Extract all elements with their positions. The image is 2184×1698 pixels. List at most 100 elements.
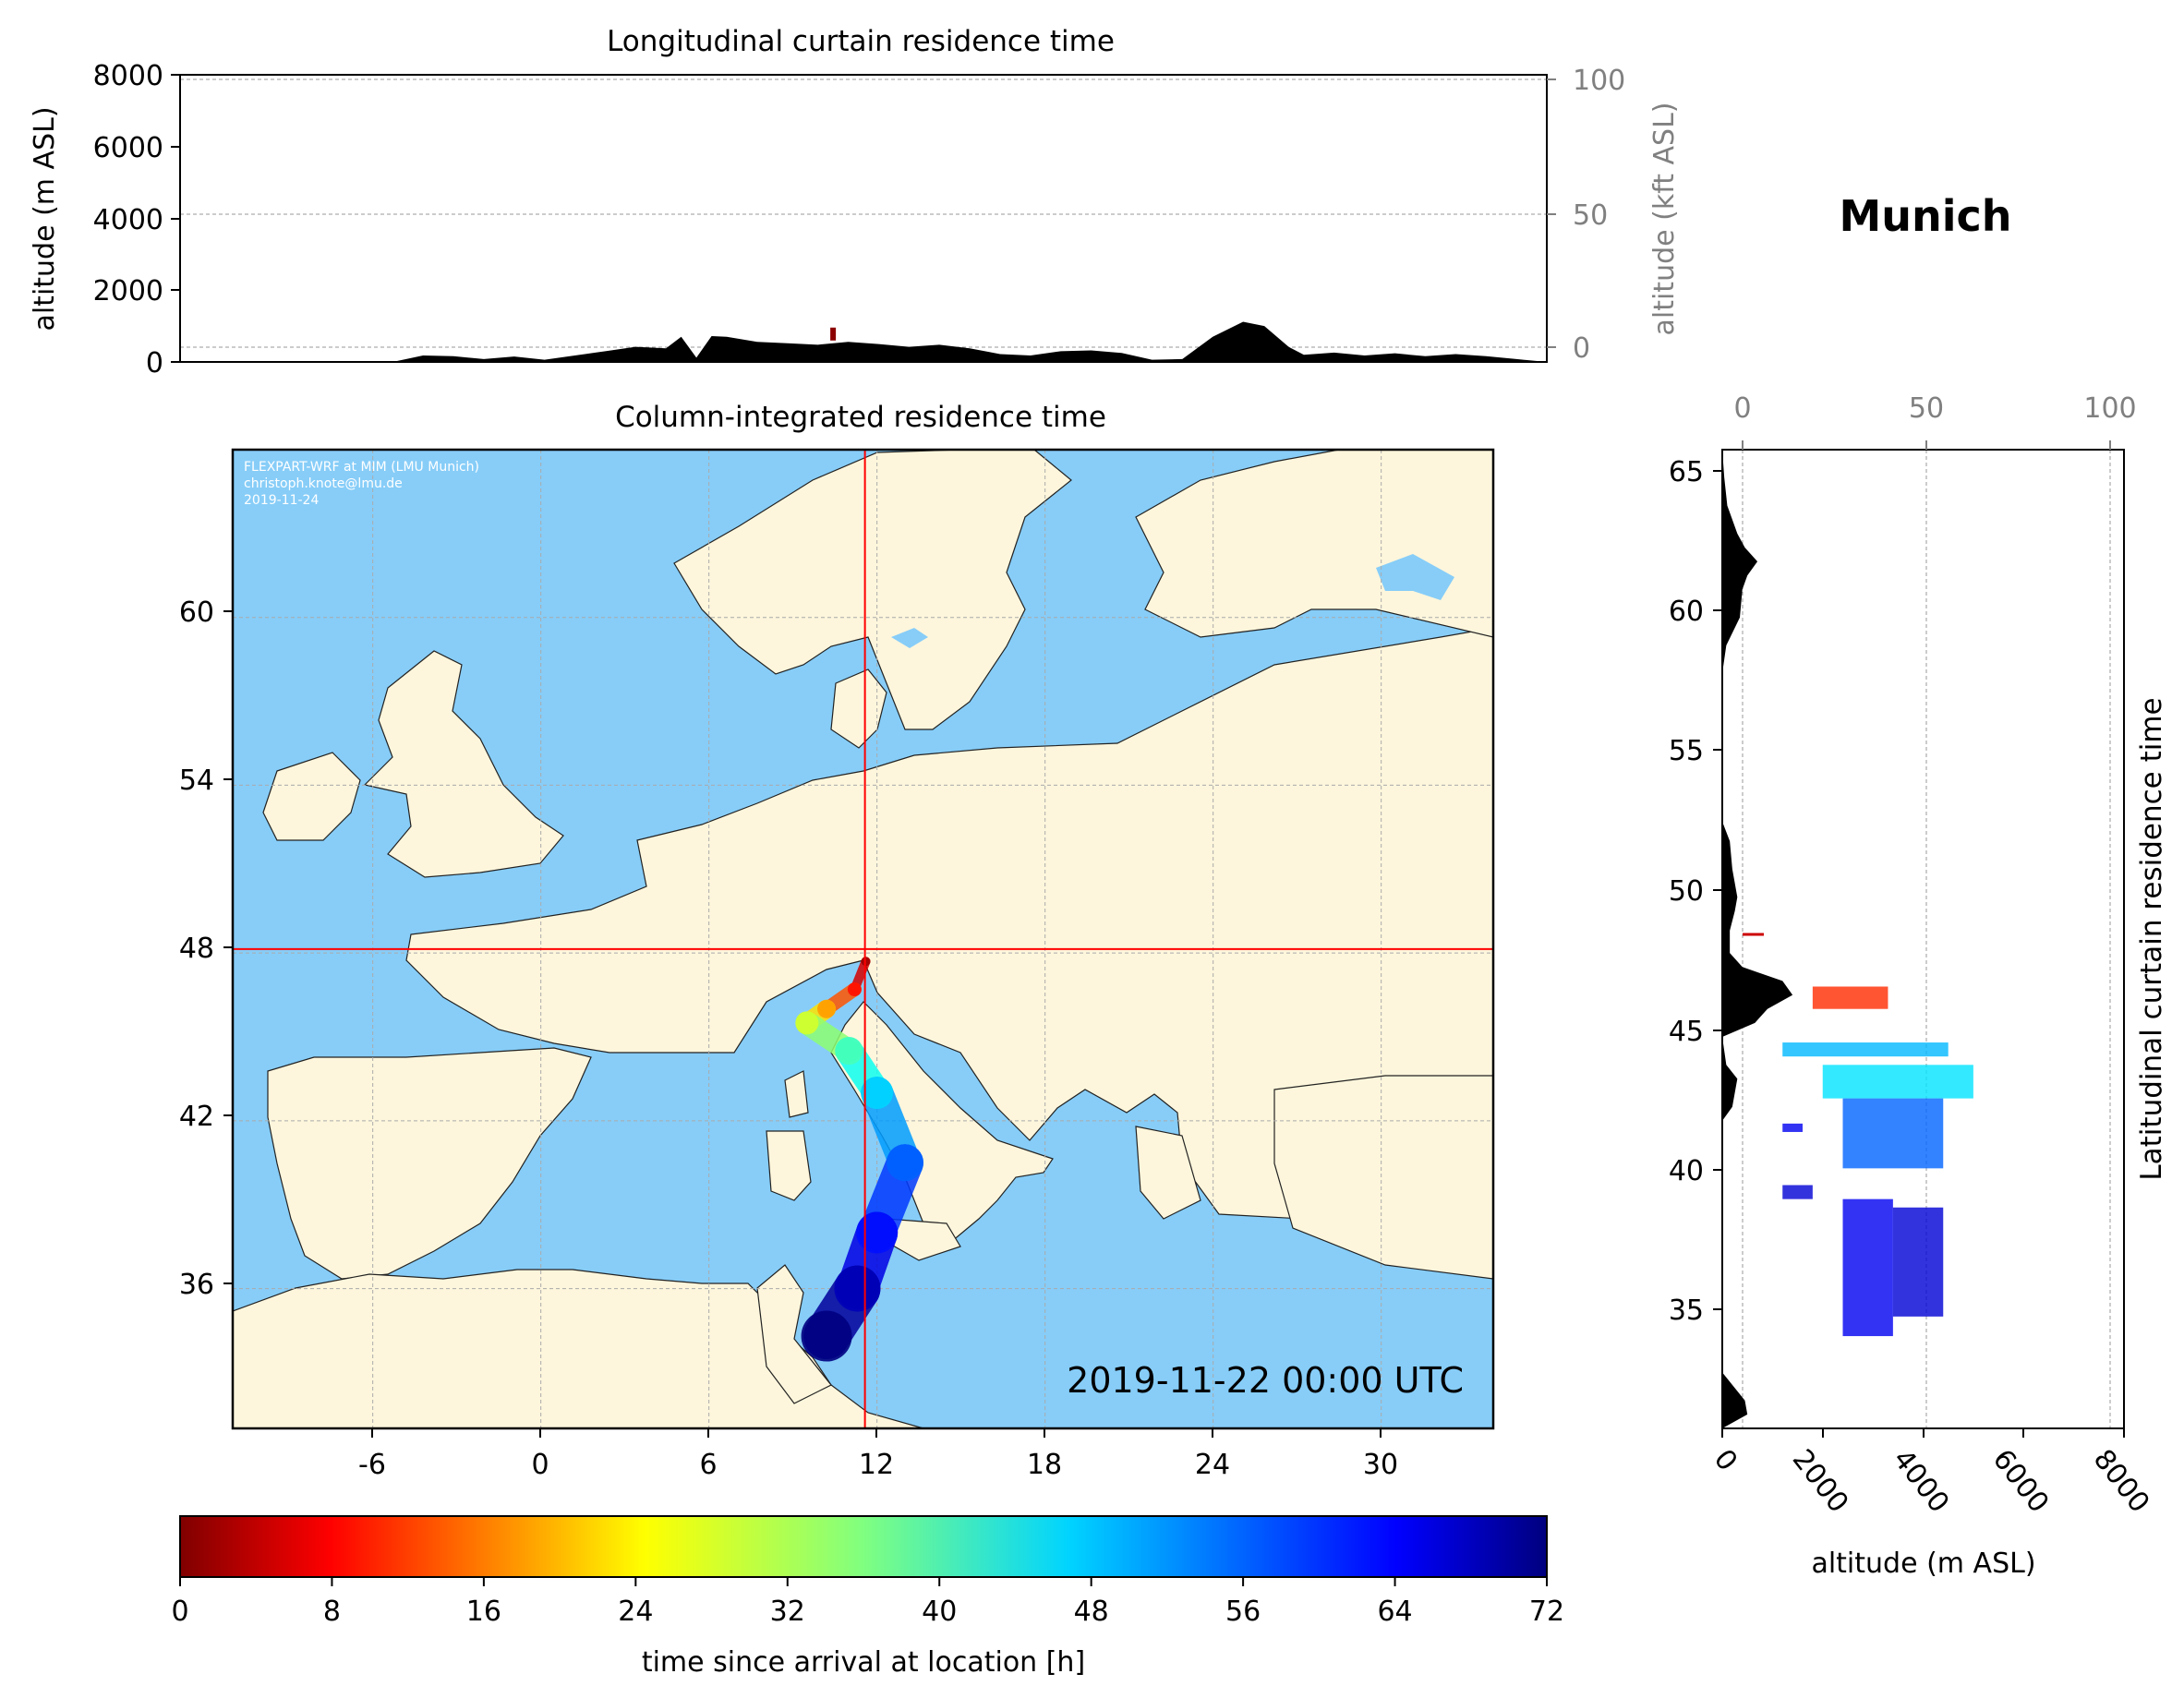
map-ytick-48: 48 xyxy=(179,933,214,965)
latitudinal-curtain-panel: 35 40 45 50 55 60 65 0 50 100 0 2000 400… xyxy=(1669,392,2168,1580)
map-xtick-18: 18 xyxy=(1027,1449,1062,1481)
latitudinal-y-ticks: 35 40 45 50 55 60 65 xyxy=(1669,456,1722,1327)
lat-xtick-4000: 4000 xyxy=(1887,1443,1956,1519)
colorbar-tick-label-4: 32 xyxy=(770,1596,805,1628)
colorbar-ticks: 0 8 16 24 32 40 48 56 64 72 xyxy=(171,1577,1564,1628)
latitudinal-terrain-area xyxy=(1722,450,1793,1428)
map-ytick-60: 60 xyxy=(179,596,214,629)
trajectory-point-8 xyxy=(834,1265,881,1312)
colorbar-tick-label-7: 56 xyxy=(1225,1596,1261,1628)
map-grid xyxy=(233,450,1493,1428)
lat-ytick-60: 60 xyxy=(1669,596,1704,628)
colorbar-tick-label-1: 8 xyxy=(323,1596,341,1628)
lat-xtick-top-100: 100 xyxy=(2083,392,2136,425)
longitudinal-curtain-panel: Longitudinal curtain residence time 0 20… xyxy=(29,25,1681,379)
colorbar: 0 8 16 24 32 40 48 56 64 72 time since arrival at… xyxy=(171,1515,1564,1679)
land-turkey xyxy=(1273,1075,1493,1280)
trajectory-point-1 xyxy=(847,982,862,997)
land-ireland xyxy=(262,752,361,841)
latitudinal-residence-blocks xyxy=(1782,986,1973,1337)
lat-residence-block-2 xyxy=(1822,1065,1973,1099)
trajectory-point-4 xyxy=(835,1037,863,1066)
trajectory-point-5 xyxy=(861,1077,894,1110)
lat-xtick-top-50: 50 xyxy=(1909,392,1944,425)
land-iberia xyxy=(267,1047,592,1280)
lat-residence-block-0 xyxy=(1812,986,1888,1009)
colorbar-tick-label-6: 48 xyxy=(1074,1596,1109,1628)
lake-vanern xyxy=(891,628,928,648)
land-sardinia xyxy=(766,1130,812,1201)
land-norway-sweden xyxy=(673,450,1072,730)
longitudinal-plot-frame xyxy=(179,74,1548,363)
map-ytick-54: 54 xyxy=(179,765,214,797)
column-map-panel: Column-integrated residence time xyxy=(179,401,1495,1481)
lat-ytick-35: 35 xyxy=(1669,1295,1704,1327)
lat-ytick-40: 40 xyxy=(1669,1155,1704,1187)
long-ytick-right-100: 100 xyxy=(1573,65,1625,97)
trajectory-point-3 xyxy=(795,1011,819,1035)
colorbar-tick-label-0: 0 xyxy=(171,1596,188,1628)
trajectory-point-6 xyxy=(887,1144,923,1182)
colorbar-tick-label-8: 64 xyxy=(1377,1596,1412,1628)
longitudinal-y-ticks: 0 2000 4000 6000 8000 xyxy=(93,60,180,379)
credit-line-2: christoph.knote@lmu.de xyxy=(244,476,403,491)
long-ytick-6000: 6000 xyxy=(93,132,163,164)
longitudinal-residence-markers xyxy=(830,327,837,341)
latitudinal-xlabel: altitude (m ASL) xyxy=(1811,1547,2035,1580)
lat-ytick-65: 65 xyxy=(1669,456,1704,488)
lat-ytick-50: 50 xyxy=(1669,875,1704,908)
lat-residence-block-1 xyxy=(1782,1042,1949,1057)
lat-residence-block-4 xyxy=(1842,1198,1893,1337)
map-timestamp: 2019-11-22 00:00 UTC xyxy=(1067,1360,1464,1401)
land-corsica xyxy=(784,1070,809,1118)
lat-xtick-top-0: 0 xyxy=(1733,392,1751,425)
credit-line-1: FLEXPART-WRF at MIM (LMU Munich) xyxy=(244,460,479,475)
colorbar-tick-label-3: 24 xyxy=(618,1596,653,1628)
latitudinal-top-ticks: 0 50 100 xyxy=(1733,392,2137,450)
long-ytick-right-0: 0 xyxy=(1573,332,1590,365)
map-xtick-m6: -6 xyxy=(358,1449,386,1481)
long-ytick-0: 0 xyxy=(146,347,163,379)
longitudinal-ylabel: altitude (m ASL) xyxy=(29,106,61,331)
lat-xtick-0: 0 xyxy=(1707,1443,1744,1477)
credit-line-3: 2019-11-24 xyxy=(244,493,319,508)
map-y-ticks: 36 42 48 54 60 xyxy=(179,596,233,1301)
long-ytick-2000: 2000 xyxy=(93,275,163,307)
column-title: Column-integrated residence time xyxy=(615,401,1106,434)
figure-title: Munich xyxy=(1839,191,2011,241)
lat-residence-block-7 xyxy=(1782,1123,1803,1132)
lat-residence-block-5 xyxy=(1892,1207,1944,1317)
colorbar-tick-label-9: 72 xyxy=(1529,1596,1564,1628)
longitudinal-ylabel-right: altitude (kft ASL) xyxy=(1648,102,1681,335)
long-marker-0 xyxy=(830,327,837,341)
land-britain xyxy=(363,650,564,878)
lat-residence-block-6 xyxy=(1782,1185,1813,1199)
long-ytick-8000: 8000 xyxy=(93,60,163,92)
map-frame xyxy=(231,448,1495,1430)
lat-ytick-45: 45 xyxy=(1669,1016,1704,1048)
colorbar-gradient xyxy=(179,1515,1548,1578)
map-ytick-42: 42 xyxy=(179,1101,214,1133)
land-greece xyxy=(1135,1126,1201,1220)
map-xtick-30: 30 xyxy=(1363,1449,1398,1481)
latitudinal-x-ticks: 0 2000 4000 6000 8000 xyxy=(1707,1428,2156,1519)
lat-ytick-55: 55 xyxy=(1669,735,1704,767)
map-area xyxy=(233,450,1493,1428)
longitudinal-y-right-ticks: 0 50 100 xyxy=(1547,65,1625,365)
map-xtick-0: 0 xyxy=(531,1449,549,1481)
lat-xtick-6000: 6000 xyxy=(1986,1443,2056,1519)
lat-xtick-2000: 2000 xyxy=(1786,1443,1855,1519)
land-tunisia xyxy=(756,1264,832,1404)
colorbar-tick-label-2: 16 xyxy=(466,1596,501,1628)
trajectory-point-9 xyxy=(801,1310,852,1362)
longitudinal-terrain-area xyxy=(180,321,1547,362)
map-x-ticks: -6 0 6 12 18 24 30 xyxy=(358,1428,1398,1481)
long-ytick-4000: 4000 xyxy=(93,204,163,236)
lat-residence-block-3 xyxy=(1842,1098,1944,1169)
lat-xtick-8000: 8000 xyxy=(2087,1443,2156,1519)
colorbar-label: time since arrival at location [h] xyxy=(642,1646,1085,1679)
map-ytick-36: 36 xyxy=(179,1269,214,1301)
map-xtick-24: 24 xyxy=(1195,1449,1230,1481)
trajectory-point-7 xyxy=(856,1211,899,1254)
